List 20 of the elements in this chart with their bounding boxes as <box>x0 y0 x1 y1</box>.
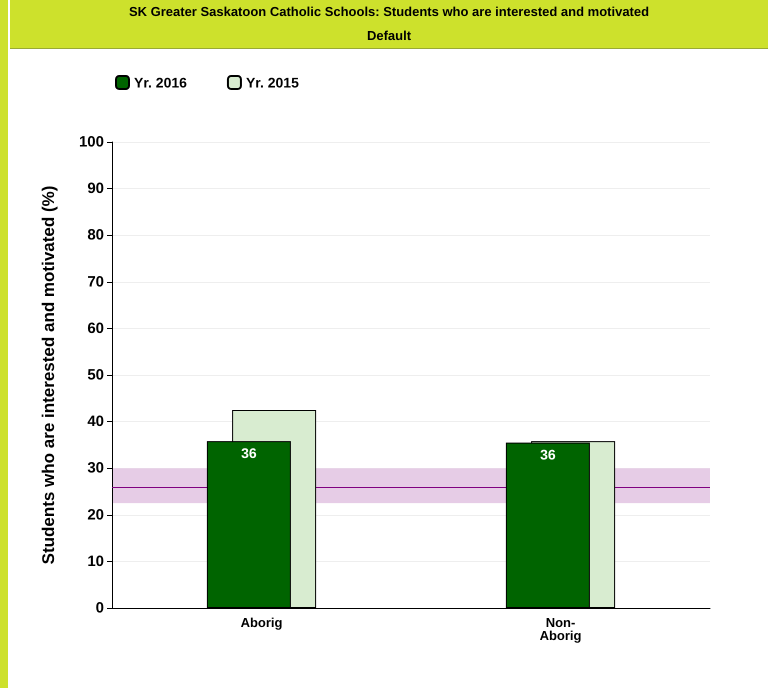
x-tick-label: Non- Aborig <box>540 615 582 643</box>
x-tick-label: Aborig <box>240 615 282 630</box>
y-tick-label: 100 <box>78 134 104 150</box>
y-tick-label: 30 <box>87 460 104 477</box>
y-axis-title: Students who are interested and motivated (%) <box>39 186 58 564</box>
data-label: 36 <box>540 446 556 463</box>
y-tick-label: 70 <box>87 273 104 290</box>
y-tick-label: 40 <box>87 413 104 430</box>
data-label: 36 <box>241 445 257 462</box>
y-tick-label: 10 <box>87 552 104 570</box>
y-tick-label: 90 <box>87 180 104 198</box>
y-tick-label: 80 <box>87 226 104 244</box>
chart-title: SK Greater Saskatoon Catholic Schools: Students who are interested and motivated <box>128 3 650 21</box>
y-tick-label: 60 <box>87 320 104 337</box>
legend-label: Yr. 2016 <box>134 74 188 90</box>
y-tick-label: 0 <box>96 600 104 616</box>
y-tick-label: 20 <box>87 506 104 524</box>
y-tick-label: 50 <box>87 366 104 384</box>
legend-label: Yr. 2015 <box>246 74 300 90</box>
chart-subtitle: Default <box>366 27 412 45</box>
